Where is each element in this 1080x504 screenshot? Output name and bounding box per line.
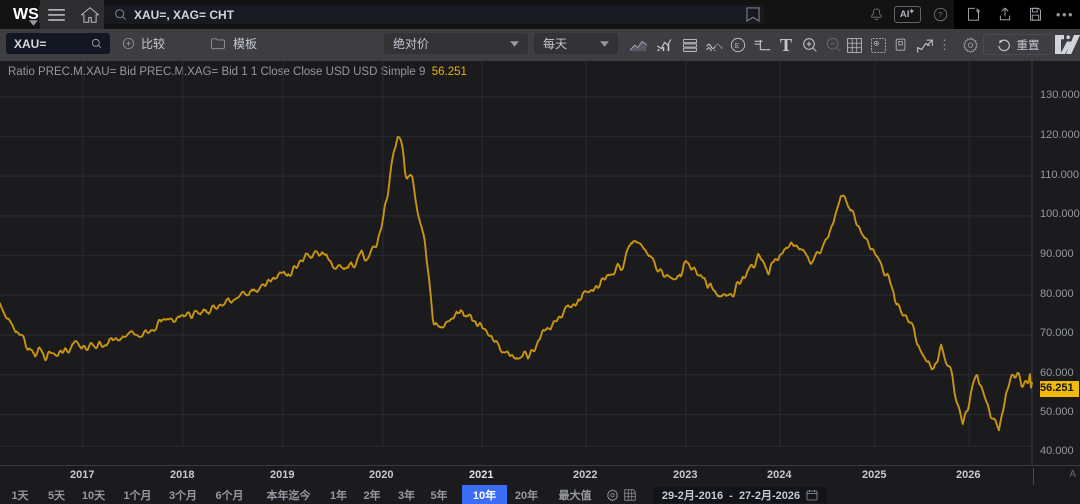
- svg-text:E: E: [735, 41, 740, 50]
- svg-text:?: ?: [938, 12, 942, 19]
